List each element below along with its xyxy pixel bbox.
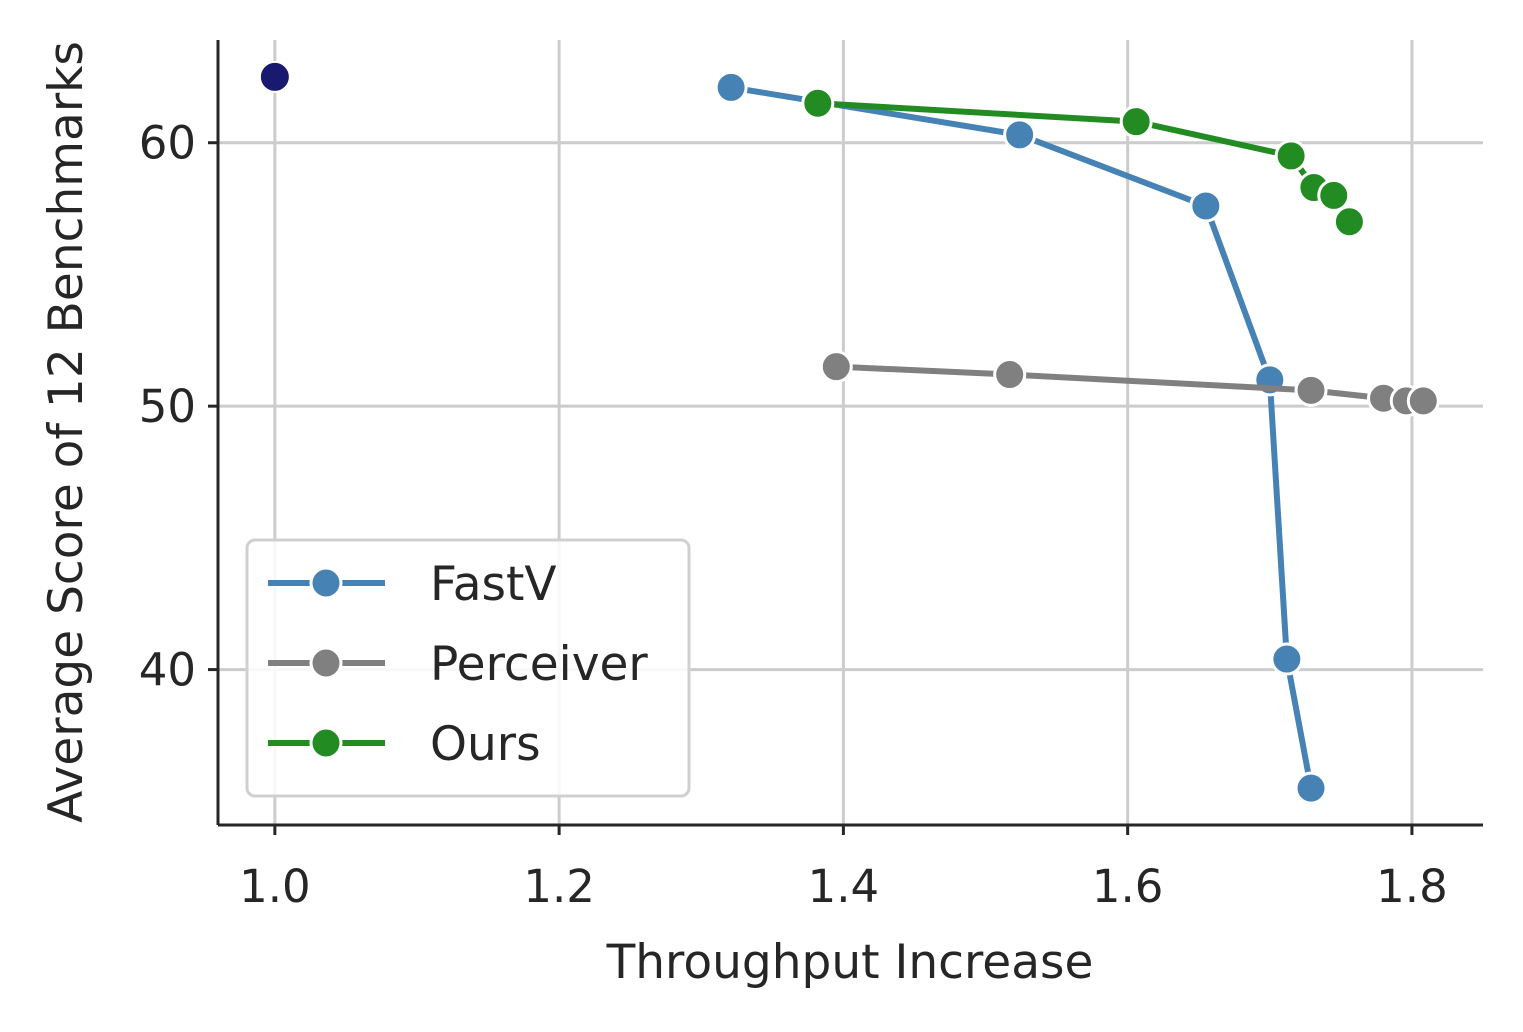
x-axis-label: Throughput Increase	[606, 935, 1094, 990]
ours-data-point	[1274, 139, 1308, 173]
x-tick-label: 1.6	[1092, 860, 1164, 913]
y-tick-label: 50	[139, 380, 196, 433]
y-tick-label: 40	[139, 644, 196, 697]
ours-data-point	[1332, 205, 1366, 239]
fastv-data-point	[1003, 118, 1037, 152]
legend-marker-ours	[309, 726, 343, 760]
fastv-data-point	[714, 70, 748, 104]
y-axis-label: Average Score of 12 Benchmarks	[39, 41, 94, 823]
legend-marker-perceiver	[309, 646, 343, 680]
fastv-data-point	[1189, 189, 1223, 223]
legend-label-perceiver: Perceiver	[430, 637, 648, 692]
ours-data-point	[1119, 105, 1153, 139]
axes	[208, 40, 1483, 835]
x-tick-label: 1.0	[239, 860, 311, 913]
legend-box	[245, 538, 691, 798]
baseline-point	[258, 60, 291, 93]
perceiver-data-point	[1406, 384, 1440, 418]
fastv-data-point	[1270, 642, 1304, 676]
perceiver-data-point	[1294, 373, 1328, 407]
fastv-data-point	[1294, 771, 1328, 805]
ours-series-line	[817, 100, 1352, 224]
ours-data-point	[1317, 178, 1351, 212]
x-tick-label: 1.4	[808, 860, 880, 913]
tick-labels: 1.0 1.2 1.4 1.6 1.8 40 50 60	[139, 117, 1448, 913]
fastv-series-line	[730, 84, 1314, 789]
plot-area	[258, 60, 1440, 805]
x-tick-label: 1.2	[523, 860, 595, 913]
legend-label-fastv: FastV	[430, 557, 557, 612]
legend-marker-fastv	[309, 566, 343, 600]
legend: FastV Perceiver Ours	[245, 538, 691, 798]
perceiver-data-point	[819, 350, 853, 384]
perceiver-data-point	[993, 358, 1027, 392]
x-tick-label: 1.8	[1376, 860, 1448, 913]
legend-label-ours: Ours	[430, 717, 541, 772]
perceiver-series-line	[836, 363, 1424, 404]
y-tick-label: 60	[139, 117, 196, 170]
ours-data-point	[801, 86, 835, 120]
